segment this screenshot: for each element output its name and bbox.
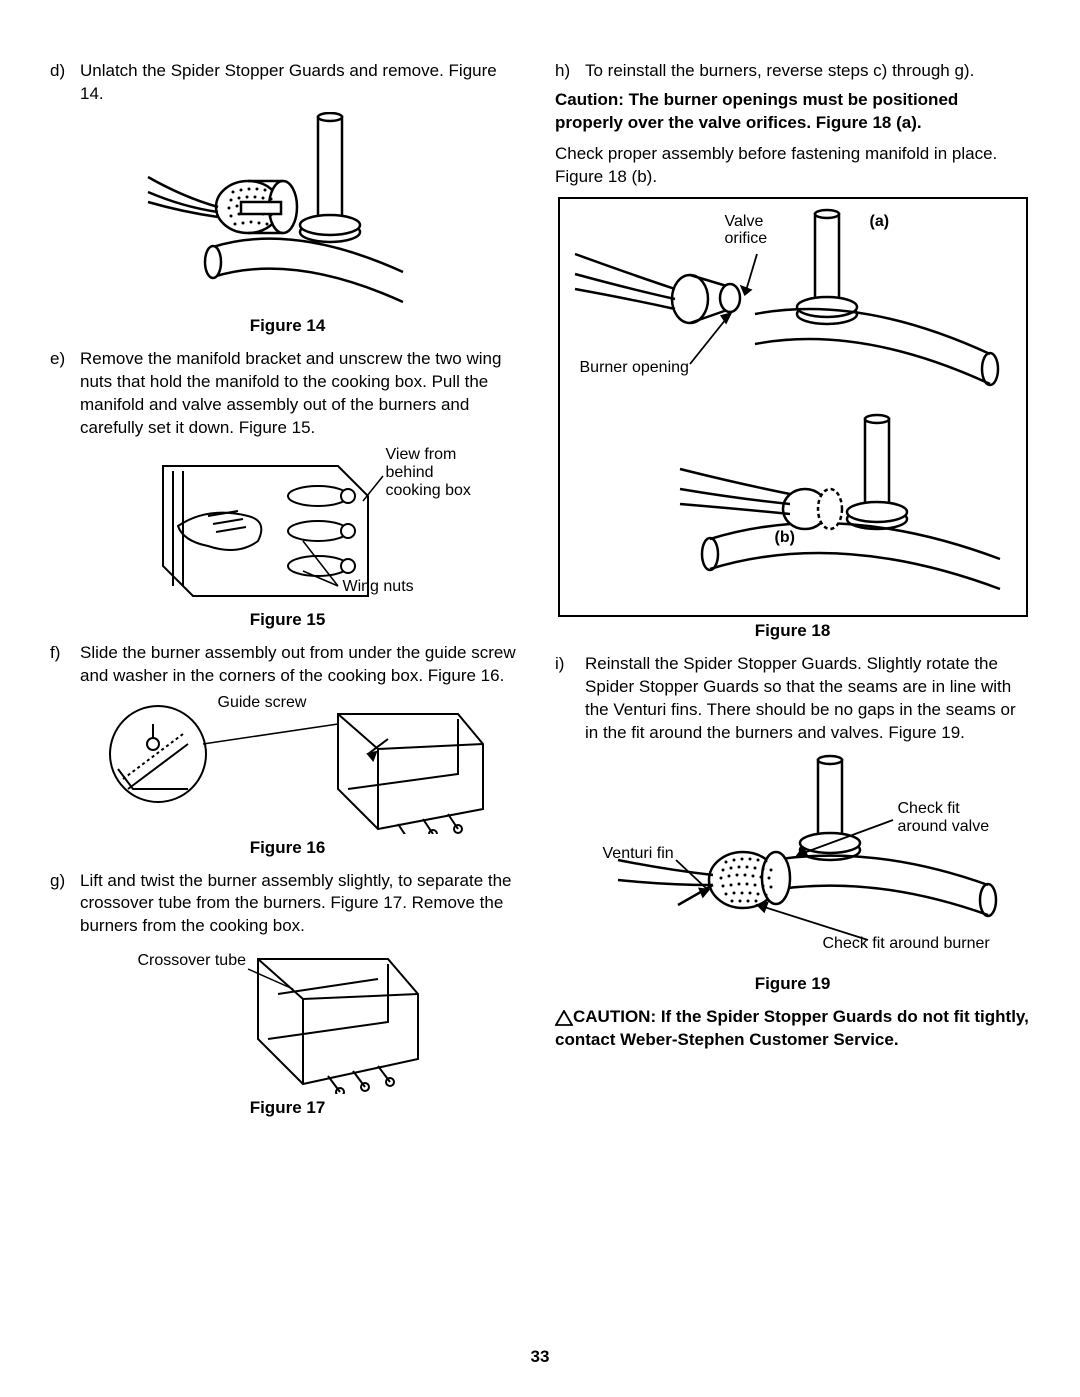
step-d-letter: d) bbox=[50, 60, 80, 106]
step-i: i) Reinstall the Spider Stopper Guards. … bbox=[555, 653, 1030, 745]
fig18-label-a: (a) bbox=[870, 213, 890, 231]
caution-final-text: CAUTION: If the Spider Stopper Guards do… bbox=[555, 1007, 1029, 1049]
page-number: 33 bbox=[0, 1347, 1080, 1367]
step-e-text: Remove the manifold bracket and unscrew … bbox=[80, 348, 525, 440]
figure-16-caption: Figure 16 bbox=[50, 838, 525, 858]
step-f: f) Slide the burner assembly out from un… bbox=[50, 642, 525, 688]
figure-18-caption: Figure 18 bbox=[555, 621, 1030, 641]
fig18-label-b: (b) bbox=[775, 529, 795, 547]
caution-para: Caution: The burner openings must be pos… bbox=[555, 89, 1030, 135]
figure-19-caption: Figure 19 bbox=[555, 974, 1030, 994]
check-para: Check proper assembly before fastening m… bbox=[555, 143, 1030, 189]
figure-16: Guide screw bbox=[88, 694, 488, 834]
fig17-label-cross: Crossover tube bbox=[138, 952, 247, 970]
fig16-label-guide: Guide screw bbox=[218, 694, 307, 712]
step-f-text: Slide the burner assembly out from under… bbox=[80, 642, 525, 688]
step-h-text: To reinstall the burners, reverse steps … bbox=[585, 60, 1030, 83]
fig19-label-check-valve: Check fit around valve bbox=[898, 800, 1008, 835]
figure-15-caption: Figure 15 bbox=[50, 610, 525, 630]
step-i-text: Reinstall the Spider Stopper Guards. Sli… bbox=[585, 653, 1030, 745]
figure-17-caption: Figure 17 bbox=[50, 1098, 525, 1118]
figure-16-svg bbox=[88, 694, 488, 834]
step-d-text: Unlatch the Spider Stopper Guards and re… bbox=[80, 60, 525, 106]
caution-final: CAUTION: If the Spider Stopper Guards do… bbox=[555, 1006, 1030, 1052]
step-g: g) Lift and twist the burner assembly sl… bbox=[50, 870, 525, 939]
figure-14-caption: Figure 14 bbox=[50, 316, 525, 336]
figure-18: Valve orifice (a) Burner opening (b) bbox=[558, 197, 1028, 617]
figure-14-svg bbox=[143, 112, 433, 312]
figure-15: View from behind cooking box Wing nuts bbox=[108, 446, 468, 606]
step-i-letter: i) bbox=[555, 653, 585, 745]
step-h: h) To reinstall the burners, reverse ste… bbox=[555, 60, 1030, 83]
figure-19: Venturi fin Check fit around valve Check… bbox=[558, 750, 1028, 970]
right-column: h) To reinstall the burners, reverse ste… bbox=[555, 60, 1030, 1130]
step-g-letter: g) bbox=[50, 870, 80, 939]
step-f-letter: f) bbox=[50, 642, 80, 688]
step-d: d) Unlatch the Spider Stopper Guards and… bbox=[50, 60, 525, 106]
figure-18-svg bbox=[560, 199, 1030, 619]
warning-icon bbox=[555, 1010, 573, 1026]
figure-14 bbox=[143, 112, 433, 312]
left-column: d) Unlatch the Spider Stopper Guards and… bbox=[50, 60, 525, 1130]
fig15-label-view: View from behind cooking box bbox=[386, 446, 476, 501]
fig19-label-check-burner: Check fit around burner bbox=[823, 935, 990, 953]
fig18-label-burner: Burner opening bbox=[580, 359, 689, 377]
fig19-label-venturi: Venturi fin bbox=[603, 845, 674, 863]
step-g-text: Lift and twist the burner assembly sligh… bbox=[80, 870, 525, 939]
step-e-letter: e) bbox=[50, 348, 80, 440]
step-e: e) Remove the manifold bracket and unscr… bbox=[50, 348, 525, 440]
fig15-label-wing: Wing nuts bbox=[343, 578, 414, 596]
figure-17: Crossover tube bbox=[128, 944, 448, 1094]
fig18-label-valve: Valve orifice bbox=[725, 213, 785, 248]
step-h-letter: h) bbox=[555, 60, 585, 83]
